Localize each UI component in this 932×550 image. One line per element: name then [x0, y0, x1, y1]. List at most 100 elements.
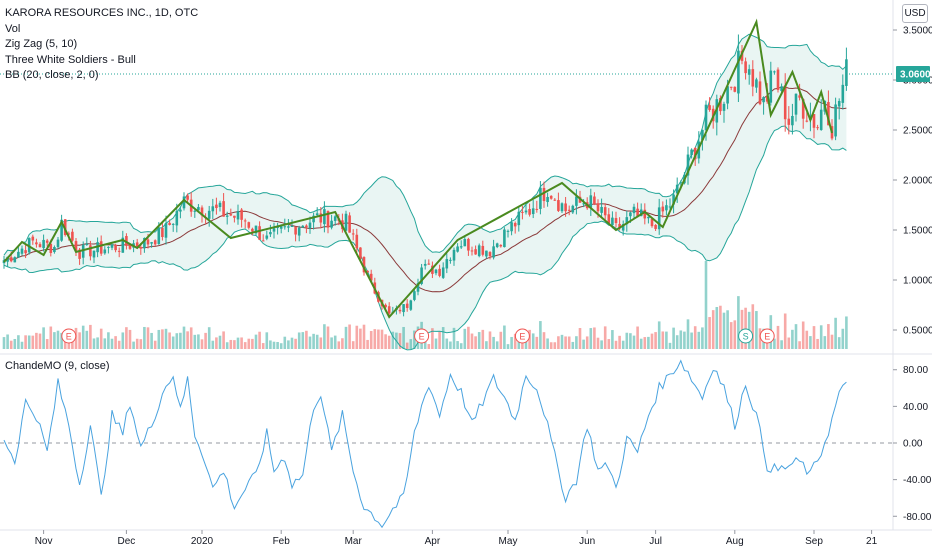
legend-three-white-soldiers[interactable]: Three White Soldiers - Bull	[5, 53, 136, 66]
candle-body	[305, 225, 308, 228]
volume-bar	[197, 334, 200, 349]
candle-body	[481, 245, 485, 255]
candle-body	[71, 231, 74, 241]
volume-bar	[132, 341, 135, 349]
candle-body	[513, 223, 517, 227]
volume-bar	[261, 343, 265, 349]
volume-bar	[701, 327, 704, 349]
volume-bar	[578, 328, 582, 349]
volume-bar	[582, 339, 585, 349]
volume-bar	[373, 329, 377, 349]
candle-body	[726, 86, 729, 104]
chart-legend: KARORA RESOURCES INC., 1D, OTC Vol Zig Z…	[5, 6, 198, 84]
volume-bar	[323, 324, 326, 349]
candle-body	[103, 249, 107, 254]
candle-body	[643, 209, 647, 219]
volume-bar	[164, 328, 168, 349]
volume-bar	[182, 326, 186, 349]
candle-body	[805, 120, 809, 122]
volume-bar	[719, 305, 722, 349]
volume-bar	[477, 332, 481, 349]
volume-bar	[596, 337, 600, 349]
volume-bar	[524, 337, 528, 349]
volume-bar	[49, 326, 53, 349]
volume-bar	[585, 336, 589, 349]
volume-bar	[377, 329, 380, 349]
volume-bar	[787, 337, 791, 349]
volume-bar	[218, 335, 222, 349]
currency-button[interactable]: USD	[902, 4, 928, 23]
volume-bar	[89, 324, 92, 349]
candle-body	[477, 245, 481, 257]
volume-bar	[294, 338, 297, 349]
volume-bar	[542, 332, 546, 349]
volume-bar	[276, 341, 279, 349]
candle-body	[402, 304, 405, 313]
candle-body	[218, 202, 222, 208]
volume-bar	[319, 337, 323, 349]
volume-bar	[56, 330, 60, 349]
volume-bar	[225, 342, 229, 349]
volume-bar	[413, 330, 416, 349]
legend-zigzag[interactable]: Zig Zag (5, 10)	[5, 38, 78, 50]
candle-body	[128, 245, 132, 249]
candle-body	[485, 250, 488, 257]
time-axis-label: Nov	[35, 536, 53, 547]
volume-bar	[215, 337, 218, 349]
volume-bar	[211, 340, 215, 349]
volume-bar	[672, 327, 675, 349]
candle-body	[369, 273, 373, 281]
volume-bar	[495, 341, 499, 349]
volume-bar	[729, 322, 733, 349]
volume-bar	[834, 317, 837, 349]
candle-body	[600, 206, 603, 213]
candle-body	[110, 244, 114, 248]
last-price-tag	[896, 66, 930, 82]
candle-body	[121, 237, 125, 253]
candle-body	[557, 200, 560, 211]
candle-body	[351, 233, 355, 235]
candle-body	[665, 205, 668, 211]
volume-bar	[492, 336, 495, 349]
oscillator-legend[interactable]: ChandeMO (9, close)	[5, 360, 110, 372]
volume-bar	[546, 338, 549, 349]
volume-bar	[531, 333, 535, 349]
candle-body	[20, 248, 24, 254]
candle-body	[290, 225, 294, 227]
volume-bar	[283, 336, 287, 349]
volume-bar	[13, 338, 17, 349]
volume-bar	[103, 338, 107, 349]
volume-bar	[387, 335, 391, 349]
candle-body	[301, 225, 305, 228]
candle-body	[459, 246, 463, 248]
volume-bar	[337, 341, 341, 349]
candle-body	[776, 69, 780, 90]
candle-body	[434, 269, 438, 274]
candle-body	[463, 239, 467, 247]
volume-bar	[665, 331, 668, 349]
volume-bar	[704, 261, 708, 349]
candle-body	[679, 182, 683, 184]
candle-body	[438, 268, 441, 276]
candle-body	[693, 147, 697, 160]
volume-bar	[697, 331, 701, 349]
candle-body	[819, 109, 823, 130]
volume-bar	[632, 335, 636, 349]
volume-bar	[805, 330, 809, 349]
symbol-title[interactable]: KARORA RESOURCES INC., 1D, OTC	[5, 7, 199, 19]
candle-body	[564, 203, 567, 212]
candle-body	[575, 196, 578, 206]
candle-body	[258, 226, 261, 240]
candle-body	[60, 219, 63, 241]
candle-body	[751, 69, 755, 87]
volume-bar	[751, 304, 755, 349]
volume-bar	[567, 336, 571, 349]
legend-bollinger-bands[interactable]: BB (20, close, 2, 0)	[5, 69, 99, 81]
volume-bar	[168, 332, 171, 349]
legend-volume[interactable]: Vol	[5, 22, 21, 35]
candle-body	[420, 267, 423, 284]
time-axis-label: Sep	[805, 536, 823, 547]
candle-body	[618, 223, 621, 229]
volume-bar	[513, 333, 517, 349]
